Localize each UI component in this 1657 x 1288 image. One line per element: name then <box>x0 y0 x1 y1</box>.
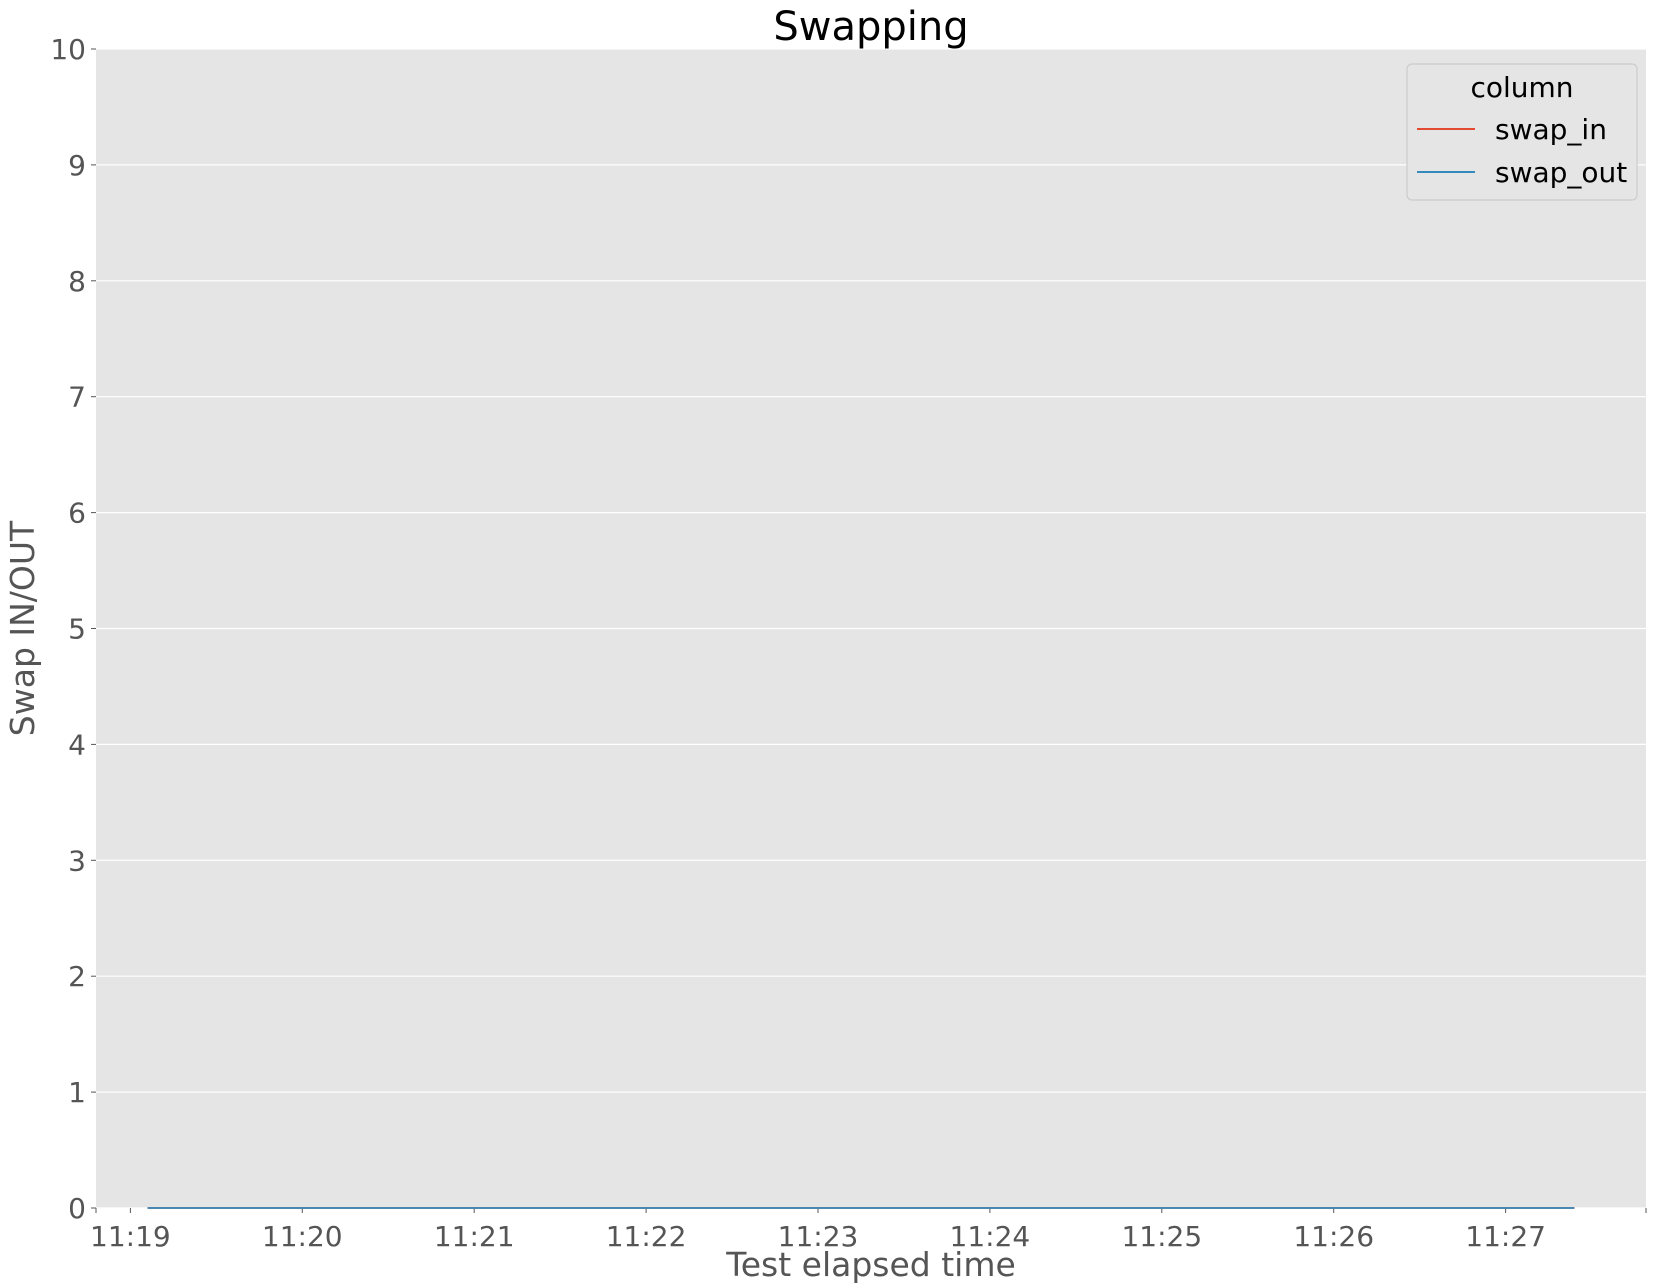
x-tick-label: 11:26 <box>1293 1220 1374 1253</box>
x-tick-label: 11:19 <box>90 1220 171 1253</box>
x-axis-label: Test elapsed time <box>725 1245 1016 1284</box>
x-tick-label: 11:22 <box>606 1220 687 1253</box>
grid-lines <box>96 48 1646 1209</box>
y-tick-label: 0 <box>68 1192 86 1225</box>
x-tick-label: 11:25 <box>1121 1220 1202 1253</box>
legend-box <box>1406 63 1638 201</box>
chart-title: Swapping <box>773 4 968 50</box>
y-tick-label: 10 <box>50 33 86 66</box>
y-tick-label: 7 <box>68 381 86 414</box>
y-tick-label: 9 <box>68 149 86 182</box>
x-tick-label: 11:21 <box>434 1220 515 1253</box>
y-tick-label: 3 <box>68 844 86 877</box>
x-tick-label: 11:24 <box>950 1220 1031 1253</box>
legend-entry-label: swap_out <box>1495 156 1627 189</box>
y-tick-label: 6 <box>68 497 86 530</box>
y-tick-label: 1 <box>68 1076 86 1109</box>
y-tick-label: 4 <box>68 728 86 761</box>
legend-entry-label: swap_in <box>1495 113 1607 146</box>
x-tick-label: 11:27 <box>1465 1220 1546 1253</box>
legend: column swap_in swap_out <box>1406 63 1638 201</box>
x-tick-label: 11:23 <box>778 1220 859 1253</box>
y-axis-label: Swap IN/OUT <box>3 520 42 736</box>
legend-title: column <box>1470 71 1573 104</box>
y-tick-label: 8 <box>68 265 86 298</box>
y-tick-label: 5 <box>68 613 86 646</box>
y-tick-label: 2 <box>68 960 86 993</box>
x-tick-label: 11:20 <box>262 1220 343 1253</box>
axis-ticks: 0 1 2 3 4 5 6 7 8 9 10 11:19 11:20 11:21 11:22 11:23 11:… <box>50 33 1647 1253</box>
